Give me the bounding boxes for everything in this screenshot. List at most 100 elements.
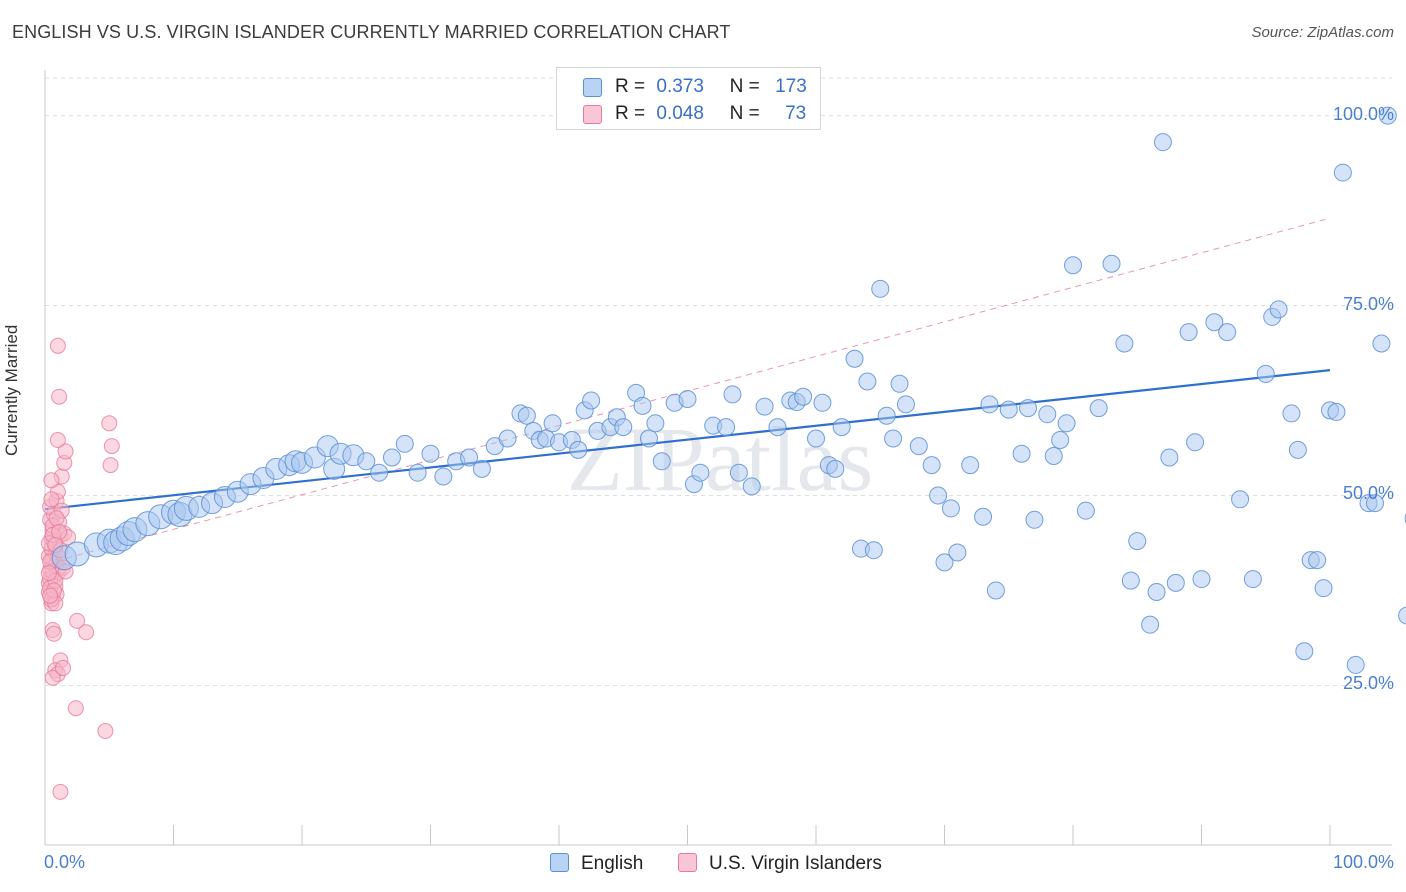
data-point-english bbox=[1121, 571, 1140, 590]
data-point-english bbox=[935, 553, 954, 572]
data-point-virgin bbox=[103, 438, 120, 455]
axes bbox=[44, 70, 1392, 846]
bottom-legend-swatch-english bbox=[550, 853, 569, 872]
data-point-english bbox=[639, 429, 658, 448]
data-point-english bbox=[1147, 582, 1166, 601]
data-point-english bbox=[929, 486, 948, 505]
data-point-english bbox=[1160, 448, 1179, 467]
data-point-english bbox=[755, 397, 774, 416]
data-point-english bbox=[472, 459, 491, 478]
data-point-english bbox=[864, 541, 883, 560]
data-point-english bbox=[498, 429, 517, 448]
data-point-english bbox=[1089, 399, 1108, 418]
bottom-legend-virgin: U.S. Virgin Islanders bbox=[678, 853, 882, 875]
source-label: Source: ZipAtlas.com bbox=[1251, 24, 1394, 41]
data-point-virgin bbox=[44, 669, 61, 686]
data-point-virgin bbox=[69, 612, 86, 629]
data-point-english bbox=[884, 429, 903, 448]
data-point-virgin bbox=[49, 337, 66, 354]
data-point-english bbox=[543, 414, 562, 433]
data-point-english bbox=[460, 448, 479, 467]
data-point-virgin bbox=[51, 388, 68, 405]
data-point-english bbox=[1327, 402, 1346, 421]
data-point-english bbox=[614, 418, 633, 437]
bottom-legend-swatch-virgin bbox=[678, 853, 697, 872]
data-point-english bbox=[877, 406, 896, 425]
data-point-english bbox=[974, 507, 993, 526]
data-point-english bbox=[382, 448, 401, 467]
data-point-english bbox=[858, 372, 877, 391]
data-point-english bbox=[1057, 414, 1076, 433]
data-point-english bbox=[768, 418, 787, 437]
bottom-legend-english: English bbox=[550, 853, 643, 875]
data-point-english bbox=[909, 437, 928, 456]
data-point-english bbox=[408, 463, 427, 482]
virgin-islander-points bbox=[40, 337, 120, 800]
data-point-english bbox=[980, 395, 999, 414]
data-point-english bbox=[1038, 405, 1057, 424]
data-point-english bbox=[948, 543, 967, 562]
data-point-english bbox=[646, 414, 665, 433]
data-point-english bbox=[691, 463, 710, 482]
legend-text-english: R = 0.373 N = 173 bbox=[615, 76, 807, 97]
data-point-english bbox=[652, 452, 671, 471]
data-point-english bbox=[1044, 446, 1063, 465]
data-point-english bbox=[1282, 404, 1301, 423]
y-tick-label-25: 25.0% bbox=[1342, 673, 1394, 694]
data-point-virgin bbox=[48, 510, 65, 527]
data-point-english bbox=[941, 499, 960, 518]
english-points bbox=[51, 106, 1406, 674]
data-point-english bbox=[729, 463, 748, 482]
data-point-english bbox=[1314, 579, 1333, 598]
data-point-english bbox=[717, 418, 736, 437]
data-point-virgin bbox=[67, 700, 84, 717]
data-point-english bbox=[813, 393, 832, 412]
data-point-virgin bbox=[45, 625, 62, 642]
data-point-english bbox=[569, 440, 588, 459]
data-point-english bbox=[1365, 494, 1384, 513]
data-point-english bbox=[395, 434, 414, 453]
legend-swatch-virgin bbox=[583, 105, 602, 124]
data-point-english bbox=[1192, 570, 1211, 589]
data-point-english bbox=[1398, 606, 1406, 625]
data-point-english bbox=[1019, 399, 1038, 418]
data-point-english bbox=[1153, 133, 1172, 152]
data-point-english bbox=[1115, 334, 1134, 353]
data-point-english bbox=[1186, 433, 1205, 452]
data-point-english bbox=[845, 349, 864, 368]
data-point-english bbox=[678, 389, 697, 408]
data-point-virgin bbox=[78, 624, 95, 641]
data-point-virgin bbox=[101, 415, 118, 432]
data-point-virgin bbox=[52, 783, 69, 800]
data-point-english bbox=[1064, 256, 1082, 275]
data-point-english bbox=[1378, 106, 1397, 125]
data-point-english bbox=[1166, 573, 1185, 592]
gridlines bbox=[45, 77, 1392, 686]
data-point-english bbox=[961, 456, 980, 475]
data-point-english bbox=[832, 418, 851, 437]
data-point-english bbox=[1333, 163, 1352, 182]
y-tick-label-50: 50.0% bbox=[1342, 483, 1394, 504]
data-point-english bbox=[1051, 431, 1070, 450]
data-point-virgin bbox=[102, 457, 119, 474]
data-point-english bbox=[633, 396, 652, 415]
data-point-english bbox=[1372, 334, 1391, 353]
data-point-english bbox=[582, 391, 601, 410]
data-point-english bbox=[1012, 444, 1031, 463]
data-point-english bbox=[922, 456, 941, 475]
data-point-english bbox=[1231, 490, 1250, 509]
data-point-virgin bbox=[57, 443, 74, 460]
data-point-english bbox=[1205, 313, 1224, 332]
data-point-english bbox=[421, 444, 440, 463]
data-point-virgin bbox=[42, 587, 59, 604]
data-point-english bbox=[1256, 364, 1275, 383]
data-point-virgin bbox=[49, 432, 66, 449]
data-point-virgin bbox=[43, 472, 60, 489]
data-point-english bbox=[999, 400, 1018, 419]
data-point-virgin bbox=[40, 564, 57, 581]
data-point-english bbox=[357, 452, 376, 471]
data-point-english bbox=[434, 467, 453, 486]
data-point-english bbox=[1102, 254, 1121, 273]
data-point-english bbox=[896, 395, 915, 414]
